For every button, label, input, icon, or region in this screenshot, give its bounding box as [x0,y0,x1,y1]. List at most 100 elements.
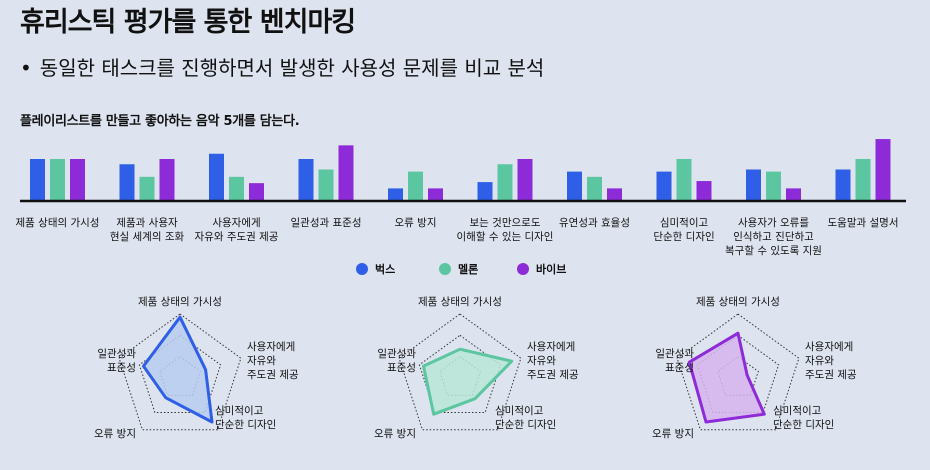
category-label: 보는 것만으로도 이해할 수 있는 디자인 [457,217,554,243]
bar-vibe-2 [249,183,264,201]
legend-label: 멜론 [458,263,478,276]
bar-melon-2 [229,176,244,201]
radar-area-box [142,315,214,424]
category-label: 오류 방지 [395,217,437,229]
bar-vibe-3 [338,145,354,201]
bar-box-3 [298,159,314,201]
radar-axis-label-line: 심미적이고 [215,405,264,417]
radar-axis-label-line: 표준성 [665,362,694,374]
radar-axis-label: 오류 방지 [94,428,136,440]
bar-vibe-6 [607,188,622,201]
category-label-line: 사용자가 오류를 [738,217,809,229]
category-label-line: 현실 세계의 조화 [110,231,185,243]
legend-swatch-vibe [517,263,529,275]
category-label-line: 일관성과 표준성 [291,216,362,229]
bar-box-7 [656,171,672,201]
category-label: 일관성과 표준성 [291,216,362,229]
bar-box-5 [477,182,493,201]
bullet-point: • 동일한 태스크를 진행하면서 발생한 사용성 문제를 비교 분석 [20,52,544,81]
radar-axis-label-line: 단순한 디자인 [215,419,276,431]
radar-axis-label-line: 일관성과 [377,347,416,360]
radar-axis-label: 제품 상태의 가시성 [138,296,222,308]
bar-vibe-5 [517,159,533,201]
category-label-line: 사용자에게 [212,217,260,229]
radar-axis-label-line: 주도권 제공 [527,369,579,381]
radar-axis-label-line: 주도권 제공 [247,369,299,381]
radar-axis-label-line: 표준성 [387,362,416,374]
category-label: 제품 상태의 가시성 [16,217,100,229]
category-label-line: 유연성과 효율성 [559,217,630,229]
category-label-line: 보는 것만으로도 [470,217,541,229]
bar-box-2 [209,153,224,201]
radar-area-vibe [687,331,766,424]
category-label-line: 복구할 수 있도록 지원 [725,245,822,257]
radar-axis-label-line: 사용자에게 [247,341,295,353]
radar-axis-label: 오류 방지 [374,428,416,440]
category-label-line: 인식하고 진단하고 [733,230,814,243]
category-label-line: 제품과 사용자 [116,217,178,229]
radar-axis-label-line: 심미적이고 [495,405,544,417]
radar-axis-label-line: 일관성과 [97,347,136,360]
radar-axis-label-line: 주도권 제공 [805,369,857,381]
radar-axis-label: 제품 상태의 가시성 [418,296,502,308]
radar-axis-label: 심미적이고 단순한 디자인 [773,405,834,431]
category-label-line: 도움말과 설명서 [828,217,899,229]
bar-melon-1 [139,176,155,201]
bullet-dot: • [20,56,32,80]
radar-axis-label-line: 오류 방지 [652,428,694,440]
bar-melon-4 [408,171,423,201]
category-label-line: 이해할 수 있는 디자인 [457,230,554,243]
radar-axis-label-line: 심미적이고 [773,405,822,417]
radar-axis-label: 일관성과 표준성 [655,347,694,374]
radar-axis-label-line: 오류 방지 [374,428,416,440]
radar-axis-label-line: 사용자에게 [805,341,853,353]
radar-axis-label: 오류 방지 [652,428,694,440]
bar-vibe-1 [159,159,175,201]
category-label-line: 자유와 주도권 제공 [195,231,279,243]
category-label-line: 오류 방지 [395,217,437,229]
legend-label: 벅스 [375,262,395,276]
legend-label: 바이브 [536,262,566,276]
radar-area-melon [422,347,514,416]
radar-axis-label-line: 단순한 디자인 [495,419,556,431]
radar-axis-label-line: 자유와 [527,355,556,367]
category-label: 도움말과 설명서 [828,217,899,229]
bar-vibe-4 [428,188,443,201]
bar-melon-7 [676,159,692,201]
category-label-line: 심미적이고 [660,217,709,229]
bar-box-6 [567,171,582,201]
radar-axis-label: 제품 상태의 가시성 [696,296,780,308]
bar-melon-5 [497,164,513,201]
bar-box-4 [388,188,403,201]
category-label-line: 단순한 디자인 [653,231,714,243]
task-description: 플레이리스트를 만들고 좋아하는 음악 5개를 담는다. [20,114,300,129]
radar-axis-label-line: 표준성 [107,362,136,374]
bar-vibe-8 [786,188,801,201]
category-label-line: 제품 상태의 가시성 [16,217,100,229]
bar-box-1 [119,164,135,201]
bar-melon-3 [318,169,334,201]
bar-melon-0 [50,159,65,201]
radar-axis-label: 사용자에게 자유와 주도권 제공 [247,341,299,381]
bar-vibe-0 [70,159,85,201]
bar-box-9 [835,169,851,201]
bar-vibe-9 [875,139,891,201]
radar-axis-label-line: 제품 상태의 가시성 [138,296,222,308]
category-label: 유연성과 효율성 [559,217,630,229]
legend-swatch-box [356,263,368,275]
page-title: 휴리스틱 평가를 통한 벤치마킹 [20,7,356,38]
radar-axis-label-line: 제품 상태의 가시성 [696,296,780,308]
bar-melon-9 [855,159,871,201]
bullet-text: 동일한 태스크를 진행하면서 발생한 사용성 문제를 비교 분석 [39,56,545,80]
bar-melon-8 [766,171,781,201]
radar-axis-label-line: 사용자에게 [527,341,575,353]
